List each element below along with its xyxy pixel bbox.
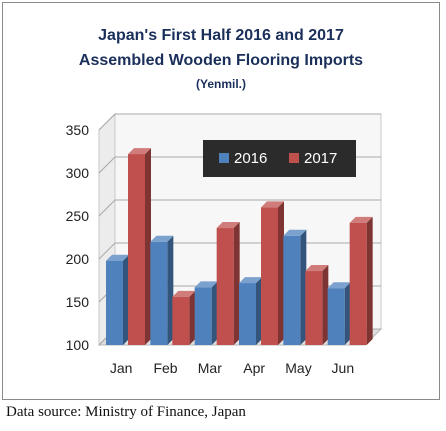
y-tick-label: 100 — [66, 337, 90, 353]
chart-subtitle: (Yenmil.) — [196, 77, 246, 91]
bar-top-2016-jan — [106, 254, 129, 261]
bar-side-2016-jun — [344, 282, 351, 345]
bar-side-2017-jun — [366, 216, 373, 345]
source-note: Data source: Ministry of Finance, Japan — [6, 404, 246, 420]
bar-2017-feb — [172, 296, 190, 345]
bar-top-2017-jun — [349, 216, 373, 223]
x-tick-label: Mar — [198, 360, 222, 376]
y-tick-label: 150 — [66, 294, 90, 310]
bar-2016-feb — [150, 241, 168, 345]
bar-top-2016-apr — [239, 277, 262, 284]
x-tick-label: Jun — [332, 360, 355, 376]
bar-2017-mar — [216, 228, 234, 345]
bar-side-2016-feb — [167, 235, 174, 345]
bar-2016-jun — [327, 288, 345, 345]
legend-swatch-2016 — [219, 153, 229, 163]
legend-label-2016: 2016 — [234, 150, 267, 167]
bar-2016-jan — [106, 260, 123, 345]
bar-side-2016-mar — [211, 281, 218, 345]
x-tick-label: May — [285, 360, 311, 376]
bar-2017-jun — [349, 222, 367, 345]
bar-top-2017-jan — [128, 148, 151, 155]
chart-title-line-2: Assembled Wooden Flooring Imports — [79, 52, 363, 69]
bar-side-2017-may — [322, 265, 329, 345]
bar-2016-mar — [194, 287, 212, 345]
y-gridline — [98, 199, 381, 217]
y-tick-label: 300 — [66, 165, 90, 181]
bar-top-2017-feb — [172, 290, 196, 297]
bar-top-2017-may — [305, 265, 329, 272]
bar-top-2016-jun — [327, 282, 351, 289]
bar-side-2016-apr — [256, 277, 262, 345]
bar-side-2017-jan — [145, 148, 151, 345]
y-tick-label: 350 — [66, 122, 90, 138]
bar-top-2017-apr — [261, 201, 284, 208]
bar-side-2017-apr — [278, 201, 284, 345]
y-gridline — [98, 113, 381, 131]
y-tick-label: 200 — [66, 251, 90, 267]
x-tick-label: Apr — [243, 360, 265, 376]
bar-2017-jan — [128, 154, 145, 345]
plot-area: 100 150 200 250 300 350 Jan Feb Mar Apr May Jun — [66, 112, 383, 376]
bar-top-2016-may — [283, 229, 307, 236]
x-tick-label: Feb — [153, 360, 177, 376]
bar-side-2017-feb — [189, 290, 196, 345]
legend: 2016 2017 — [203, 140, 356, 177]
legend-label-2017: 2017 — [304, 150, 337, 167]
chart-title-line-1: Japan's First Half 2016 and 2017 — [98, 27, 344, 44]
bar-2016-apr — [239, 283, 256, 345]
bar-side-2016-jan — [123, 254, 129, 345]
bar-top-2017-mar — [216, 222, 240, 229]
bar-top-2016-feb — [150, 235, 174, 242]
bar-2016-may — [283, 235, 301, 345]
bar-top-2016-mar — [194, 281, 218, 288]
bar-side-2017-mar — [233, 222, 240, 345]
bar-side-2016-may — [300, 229, 307, 345]
chart-frame: Japan's First Half 2016 and 2017 Assembl… — [2, 2, 440, 400]
legend-swatch-2017 — [289, 153, 299, 163]
y-tick-label: 250 — [66, 208, 90, 224]
bar-2017-apr — [261, 207, 278, 345]
x-tick-label: Jan — [110, 360, 133, 376]
bar-2017-may — [305, 271, 323, 345]
chart-svg: Japan's First Half 2016 and 2017 Assembl… — [3, 3, 439, 399]
